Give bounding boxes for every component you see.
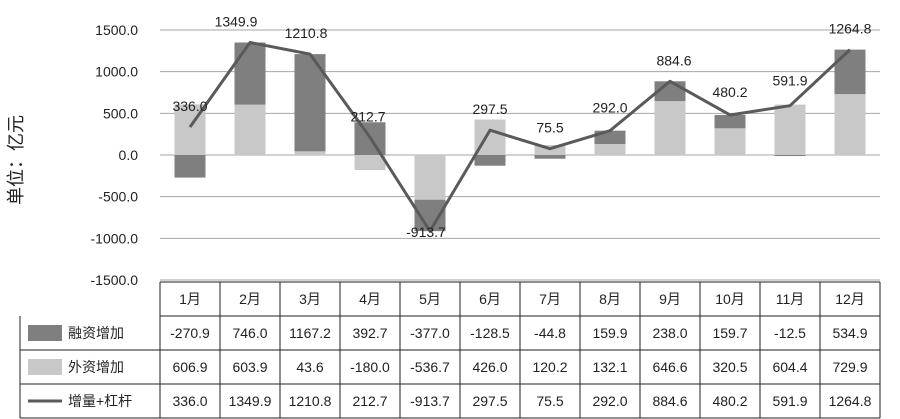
bar-waizi (834, 94, 866, 155)
x-tick-label: 11月 (776, 291, 805, 307)
legend-label: 融资增加 (68, 325, 124, 341)
line-data-label: 292.0 (592, 100, 627, 116)
bar-waizi (654, 101, 686, 155)
table-cell: -12.5 (774, 325, 806, 341)
y-tick-label: 0.0 (119, 147, 139, 163)
bar-waizi (414, 155, 446, 200)
table-cell: 159.7 (712, 325, 747, 341)
x-tick-label: 12月 (835, 291, 865, 307)
table-cell: -536.7 (410, 359, 450, 375)
table-cell: -44.8 (534, 325, 566, 341)
table-cell: 534.9 (832, 325, 867, 341)
table-cell: 884.6 (652, 393, 687, 409)
line-data-label: 1210.8 (285, 25, 328, 41)
line-data-label: 336.0 (172, 98, 207, 114)
bar-rongzi (834, 49, 866, 95)
table-cell: 591.9 (772, 393, 807, 409)
bar-waizi (714, 128, 746, 155)
bar-waizi (234, 104, 266, 155)
table-cell: 392.7 (352, 325, 387, 341)
table-cell: 729.9 (832, 359, 867, 375)
x-tick-label: 1月 (179, 291, 201, 307)
bar-rongzi (774, 155, 806, 157)
unit-label: 单位：亿元 (6, 115, 27, 205)
x-tick-label: 5月 (419, 291, 441, 307)
table-cell: 604.4 (772, 359, 807, 375)
table-cell: 75.5 (536, 393, 563, 409)
line-data-label: -913.7 (406, 224, 446, 240)
x-tick-label: 7月 (539, 291, 561, 307)
table-cell: -913.7 (410, 393, 450, 409)
bar-rongzi (534, 155, 566, 159)
bar-waizi (354, 155, 386, 170)
legend-label: 外资增加 (68, 359, 124, 375)
line-series (188, 41, 852, 233)
table-cell: 292.0 (592, 393, 627, 409)
table-cell: 132.1 (592, 359, 627, 375)
legend-swatch (28, 325, 62, 341)
line-data-label: 75.5 (536, 120, 563, 136)
bar-waizi (294, 151, 326, 155)
line-data-label: 297.5 (472, 101, 507, 117)
x-tick-label: 10月 (715, 291, 745, 307)
table-cell: 1264.8 (829, 393, 872, 409)
y-tick-label: -500.0 (98, 189, 138, 205)
table-cell: 212.7 (352, 393, 387, 409)
table-cell: 606.9 (172, 359, 207, 375)
table-cell: 43.6 (296, 359, 323, 375)
x-tick-label: 4月 (359, 291, 381, 307)
line-data-label: 212.7 (350, 108, 385, 124)
table-cell: -128.5 (470, 325, 510, 341)
y-tick-label: -1000.0 (91, 230, 139, 246)
line-data-label: 1264.8 (829, 21, 872, 37)
y-tick-label: -1500.0 (91, 272, 139, 288)
table-cell: 297.5 (472, 393, 507, 409)
table-cell: 238.0 (652, 325, 687, 341)
x-tick-label: 2月 (239, 291, 261, 307)
table-cell: -270.9 (170, 325, 210, 341)
table-cell: -377.0 (410, 325, 450, 341)
x-tick-label: 6月 (479, 291, 501, 307)
x-tick-label: 8月 (599, 291, 621, 307)
table-cell: -180.0 (350, 359, 390, 375)
table-cell: 1167.2 (289, 325, 331, 341)
legend-swatch (28, 359, 62, 375)
table-cell: 1349.9 (229, 393, 272, 409)
bar-waizi (774, 104, 806, 155)
x-tick-label: 3月 (299, 291, 321, 307)
line-data-label: 884.6 (656, 52, 691, 68)
y-tick-label: 500.0 (103, 105, 138, 121)
table-cell: 336.0 (172, 393, 207, 409)
table-cell: 120.2 (532, 359, 567, 375)
table-cell: 320.5 (712, 359, 747, 375)
legend-label: 增量+杠杆 (68, 393, 132, 409)
table-cell: 746.0 (232, 325, 267, 341)
table-cell: 1210.8 (289, 393, 332, 409)
y-tick-label: 1500.0 (95, 22, 138, 38)
bar-rongzi (474, 155, 506, 166)
table-cell: 159.9 (592, 325, 627, 341)
table-cell: 646.6 (652, 359, 687, 375)
table-cell: 603.9 (232, 359, 267, 375)
table-cell: 480.2 (712, 393, 747, 409)
bar-waizi (594, 143, 626, 155)
table-cell: 426.0 (472, 359, 507, 375)
line-data-label: 1349.9 (215, 14, 258, 30)
bar-rongzi (234, 42, 266, 105)
line-data-label: 591.9 (772, 73, 807, 89)
bar-rongzi (174, 155, 206, 178)
line-data-label: 480.2 (712, 84, 747, 100)
y-tick-label: 1000.0 (95, 64, 138, 80)
x-tick-label: 9月 (659, 291, 681, 307)
bar-rongzi (714, 114, 746, 129)
